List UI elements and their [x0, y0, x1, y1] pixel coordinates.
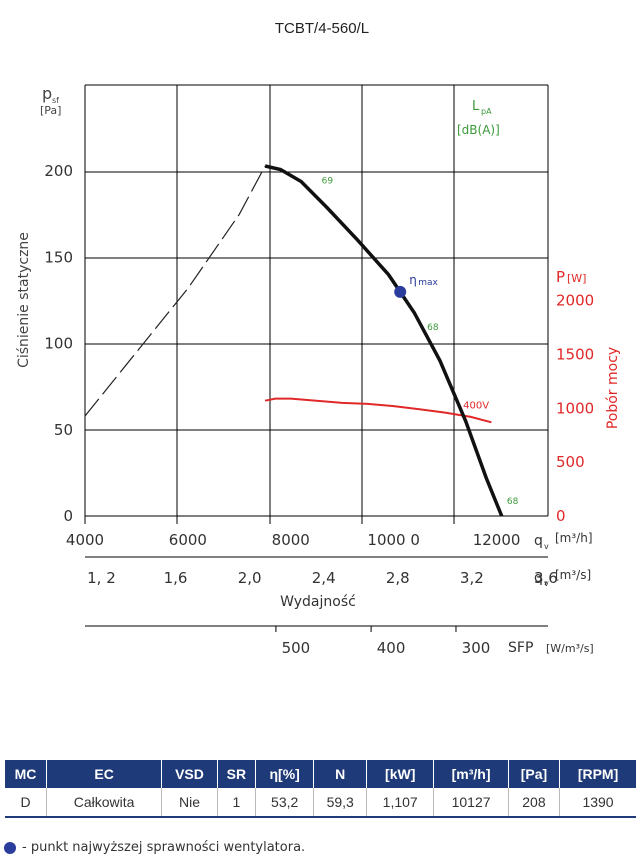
lpa-value-label: 69	[322, 176, 334, 186]
table-header-cell: N	[313, 760, 368, 788]
y-axis-title: Ciśnienie statyczne	[16, 232, 32, 368]
x-subscript-1: v	[544, 542, 549, 551]
y-ticks: 0 50 100 150 200	[44, 162, 73, 525]
x-symbol-1: q	[534, 533, 543, 549]
x-tick-label: 12000	[473, 531, 521, 549]
power-ticks: 0 500 1000 1500 2000	[556, 292, 594, 526]
y-tick-label: 150	[44, 248, 73, 266]
power-tick-label: 2000	[556, 292, 594, 310]
table-header-cell: η[%]	[255, 760, 315, 788]
lpa-symbol: L	[472, 99, 480, 114]
lpa-labels: 69 68 68	[322, 176, 519, 507]
fan-chart: TCBT/4-560/L p sf [Pa] Ciśnienie statycz…	[16, 20, 621, 657]
legend-note: - punkt najwyższej sprawności wentylator…	[4, 840, 305, 855]
x-unit-m3s: [m³/s]	[555, 568, 591, 582]
table-header-row: MC EC VSD SR η[%] N [kW] [m³/h] [Pa] [RPM]	[5, 760, 636, 788]
x-ticks-m3s: 1, 2 1,6 2,0 2,4 2,8 3,2 3,6	[87, 569, 558, 587]
eta-max-point	[394, 285, 407, 298]
y-axis-unit: [Pa]	[40, 104, 61, 117]
sfp-tick-label: 300	[462, 639, 491, 657]
table-header-cell: [kW]	[366, 760, 435, 788]
eta-label: η	[409, 273, 417, 287]
table-cell: 10127	[433, 788, 509, 818]
parameters-table: MC EC VSD SR η[%] N [kW] [m³/h] [Pa] [RPM] D Całko…	[5, 760, 636, 818]
power-tick-label: 1000	[556, 399, 594, 417]
y-tick-label: 0	[63, 507, 73, 525]
lpa-subscript: pA	[481, 107, 492, 116]
table-header-cell: [m³/h]	[433, 760, 509, 788]
sfp-label: SFP	[508, 640, 533, 656]
voltage-label: 400V	[463, 400, 489, 411]
x-tick-label: 4000	[66, 531, 104, 549]
table-header-cell: [RPM]	[559, 760, 636, 788]
x-tick-label-m3s: 1, 2	[87, 569, 116, 587]
x-tick-label-m3s: 2,8	[386, 569, 410, 587]
x-unit-m3h: [m³/h]	[555, 531, 593, 545]
power-line	[264, 397, 492, 424]
y-tick-label: 100	[44, 335, 73, 353]
power-tick-label: 500	[556, 453, 585, 471]
pressure-line	[264, 164, 504, 517]
y-tick-label: 200	[44, 162, 73, 180]
stall-line	[84, 165, 266, 417]
x-tick-label-m3s: 2,0	[238, 569, 262, 587]
x-tick-label-m3s: 3,6	[534, 569, 558, 587]
power-unit: [W]	[567, 272, 586, 285]
table-cell: Całkowita	[46, 788, 163, 818]
eta-point-icon	[4, 841, 16, 854]
power-axis-title: Pobór mocy	[605, 347, 621, 429]
chart-title: TCBT/4-560/L	[275, 20, 369, 37]
grid	[84, 84, 549, 632]
table-cell: 1390	[559, 788, 636, 818]
power-symbol: P	[556, 268, 565, 286]
sfp-tick-label: 500	[282, 639, 311, 657]
table-cell: 1	[217, 788, 256, 818]
x-tick-label-m3s: 2,4	[312, 569, 336, 587]
table-header-cell: SR	[217, 760, 256, 788]
sfp-ticks: 500 400 300	[282, 639, 491, 657]
table-header-cell: [Pa]	[508, 760, 561, 788]
x-tick-label: 6000	[169, 531, 207, 549]
table-cell: Nie	[161, 788, 218, 818]
table-header-cell: MC	[5, 760, 48, 788]
eta-subscript: max	[418, 278, 438, 288]
sfp-unit: [W/m³/s]	[546, 642, 594, 655]
table-header-cell: EC	[46, 760, 163, 788]
power-tick-label: 0	[556, 507, 566, 525]
lpa-value-label: 68	[507, 497, 519, 507]
x-tick-label: 1000 0	[367, 531, 420, 549]
sfp-tick-label: 400	[377, 639, 406, 657]
y-axis-subscript: sf	[52, 96, 59, 105]
y-tick-label: 50	[54, 421, 73, 439]
table-cell: 208	[508, 788, 561, 818]
y-axis-symbol: p	[42, 84, 52, 103]
x-axis-title: Wydajność	[280, 594, 356, 610]
table-row: D Całkowita Nie 1 53,2 59,3 1,107 10127 208 1390	[5, 788, 636, 818]
x-tick-label-m3s: 3,2	[460, 569, 484, 587]
x-ticks-m3h: 4000 6000 8000 1000 0 12000	[66, 531, 521, 549]
table-cell: D	[5, 788, 48, 818]
table-cell: 53,2	[255, 788, 315, 818]
lpa-value-label: 68	[427, 323, 439, 333]
table-header-cell: VSD	[161, 760, 218, 788]
note-text: - punkt najwyższej sprawności wentylator…	[22, 840, 306, 855]
table-cell: 1,107	[366, 788, 435, 818]
table-cell: 59,3	[313, 788, 368, 818]
x-tick-label-m3s: 1,6	[164, 569, 188, 587]
x-tick-label: 8000	[272, 531, 310, 549]
x-subscript-2: v	[544, 579, 549, 588]
lpa-unit: [dB(A)]	[457, 123, 500, 137]
x-symbol-2: q	[534, 570, 543, 586]
power-tick-label: 1500	[556, 345, 594, 363]
